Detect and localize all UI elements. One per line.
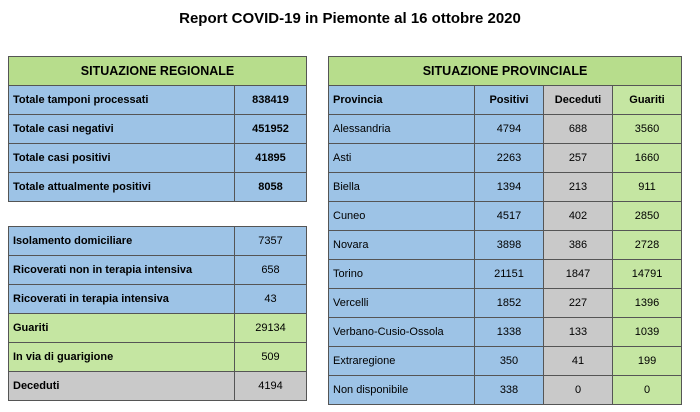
positivi-value: 4794 xyxy=(474,114,544,144)
province-name: Cuneo xyxy=(328,201,475,231)
row-label: In via di guarigione xyxy=(8,342,235,372)
provincial-header: SITUAZIONE PROVINCIALE xyxy=(327,56,683,86)
row-value: 451952 xyxy=(233,114,308,144)
row-label: Totale attualmente positivi xyxy=(8,172,235,202)
table-row: Alessandria 4794 688 3560 xyxy=(328,114,683,144)
row-label: Ricoverati in terapia intensiva xyxy=(8,284,235,314)
table-row: In via di guarigione 509 xyxy=(8,342,307,372)
province-name: Torino xyxy=(328,259,475,289)
guariti-value: 1039 xyxy=(611,317,683,347)
row-value: 658 xyxy=(234,255,307,285)
table-row: Totale tamponi processati 838419 xyxy=(8,85,308,115)
row-value: 43 xyxy=(234,284,307,314)
positivi-value: 350 xyxy=(474,346,544,376)
province-name: Asti xyxy=(328,143,475,173)
province-name: Alessandria xyxy=(328,114,475,144)
details-table: Isolamento domiciliare 7357 Ricoverati n… xyxy=(8,226,307,401)
column-header: Guariti xyxy=(611,85,683,115)
table-row: Ricoverati in terapia intensiva 43 xyxy=(8,284,307,314)
positivi-value: 1852 xyxy=(474,288,544,318)
table-row: Deceduti 4194 xyxy=(8,371,307,401)
table-row: Asti 2263 257 1660 xyxy=(328,143,683,173)
province-name: Biella xyxy=(328,172,475,202)
province-name: Novara xyxy=(328,230,475,260)
positivi-value: 3898 xyxy=(474,230,544,260)
row-label: Totale casi positivi xyxy=(8,143,235,173)
table-row: Totale casi positivi 41895 xyxy=(8,143,308,173)
guariti-value: 3560 xyxy=(611,114,683,144)
deceduti-value: 1847 xyxy=(543,259,613,289)
positivi-value: 338 xyxy=(474,375,544,405)
row-label: Guariti xyxy=(8,313,235,343)
guariti-value: 911 xyxy=(611,172,683,202)
positivi-value: 2263 xyxy=(474,143,544,173)
positivi-value: 1394 xyxy=(474,172,544,202)
guariti-value: 199 xyxy=(611,346,683,376)
positivi-value: 1338 xyxy=(474,317,544,347)
row-value: 8058 xyxy=(233,172,308,202)
positivi-value: 21151 xyxy=(474,259,544,289)
deceduti-value: 257 xyxy=(543,143,613,173)
row-label: Ricoverati non in terapia intensiva xyxy=(8,255,235,285)
deceduti-value: 133 xyxy=(543,317,613,347)
table-row: Totale casi negativi 451952 xyxy=(8,114,308,144)
guariti-value: 2728 xyxy=(611,230,683,260)
column-header-row: Provincia Positivi Deceduti Guariti xyxy=(328,85,683,115)
guariti-value: 2850 xyxy=(611,201,683,231)
row-label: Deceduti xyxy=(8,371,235,401)
table-row: Ricoverati non in terapia intensiva 658 xyxy=(8,255,307,285)
table-row: Torino 21151 1847 14791 xyxy=(328,259,683,289)
row-value: 7357 xyxy=(234,226,307,256)
table-row: Non disponibile 338 0 0 xyxy=(328,375,683,405)
row-label: Totale tamponi processati xyxy=(8,85,235,115)
table-row: Verbano-Cusio-Ossola 1338 133 1039 xyxy=(328,317,683,347)
table-row: Totale attualmente positivi 8058 xyxy=(8,172,308,202)
deceduti-value: 0 xyxy=(543,375,613,405)
provincial-table: SITUAZIONE PROVINCIALE Provincia Positiv… xyxy=(327,56,683,405)
row-value: 838419 xyxy=(233,85,308,115)
column-header: Provincia xyxy=(328,85,475,115)
row-value: 4194 xyxy=(234,371,307,401)
guariti-value: 14791 xyxy=(611,259,683,289)
table-row: Biella 1394 213 911 xyxy=(328,172,683,202)
deceduti-value: 227 xyxy=(543,288,613,318)
guariti-value: 1660 xyxy=(611,143,683,173)
province-name: Non disponibile xyxy=(328,375,475,405)
table-row: Extraregione 350 41 199 xyxy=(328,346,683,376)
province-name: Extraregione xyxy=(328,346,475,376)
row-value: 41895 xyxy=(233,143,308,173)
deceduti-value: 213 xyxy=(543,172,613,202)
table-row: Guariti 29134 xyxy=(8,313,307,343)
row-value: 509 xyxy=(234,342,307,372)
table-row: Isolamento domiciliare 7357 xyxy=(8,226,307,256)
row-label: Totale casi negativi xyxy=(8,114,235,144)
regional-table: SITUAZIONE REGIONALE Totale tamponi proc… xyxy=(7,56,308,202)
column-header: Positivi xyxy=(474,85,544,115)
guariti-value: 1396 xyxy=(611,288,683,318)
guariti-value: 0 xyxy=(611,375,683,405)
table-row: Novara 3898 386 2728 xyxy=(328,230,683,260)
deceduti-value: 41 xyxy=(543,346,613,376)
table-row: Vercelli 1852 227 1396 xyxy=(328,288,683,318)
positivi-value: 4517 xyxy=(474,201,544,231)
report-title: Report COVID-19 in Piemonte al 16 ottobr… xyxy=(179,10,521,27)
row-value: 29134 xyxy=(234,313,307,343)
deceduti-value: 402 xyxy=(543,201,613,231)
deceduti-value: 386 xyxy=(543,230,613,260)
province-name: Vercelli xyxy=(328,288,475,318)
province-name: Verbano-Cusio-Ossola xyxy=(328,317,475,347)
table-row: Cuneo 4517 402 2850 xyxy=(328,201,683,231)
regional-header: SITUAZIONE REGIONALE xyxy=(7,56,308,86)
deceduti-value: 688 xyxy=(543,114,613,144)
row-label: Isolamento domiciliare xyxy=(8,226,235,256)
column-header: Deceduti xyxy=(543,85,613,115)
